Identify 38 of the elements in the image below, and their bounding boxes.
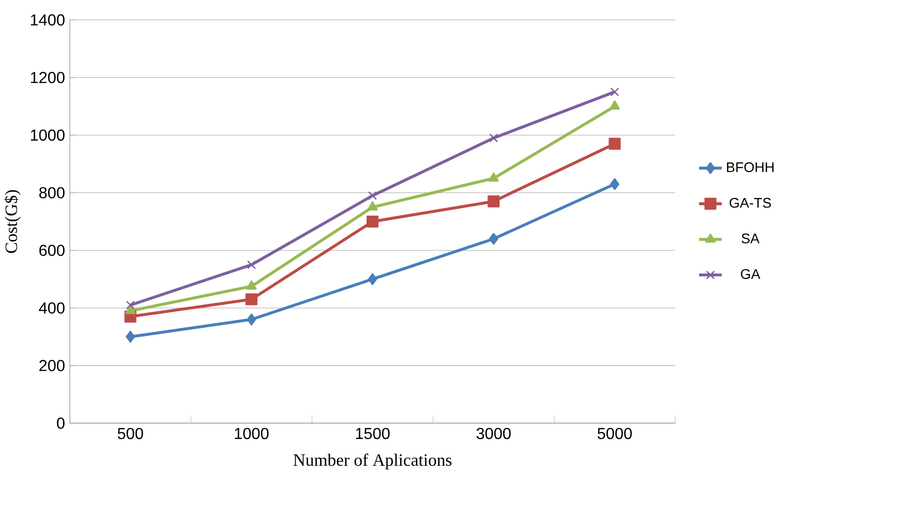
point (367, 201, 378, 211)
point (608, 138, 621, 150)
point (126, 300, 135, 310)
y-tick-label: 600 (39, 244, 65, 256)
point (126, 330, 136, 343)
y-tick-label: 0 (56, 418, 65, 429)
point (488, 232, 498, 245)
x-tick-label: 1500 (356, 428, 390, 440)
y-tick-label: 200 (39, 360, 65, 372)
point (609, 100, 620, 110)
point (489, 134, 498, 143)
x-tick-label: 5000 (598, 428, 632, 440)
y-tick-label: 800 (39, 187, 65, 198)
point (368, 273, 378, 286)
y-tick-label: 400 (38, 302, 65, 314)
point (488, 196, 500, 208)
point (488, 172, 499, 182)
legend-label: GA-TS (730, 198, 771, 208)
x-tick-label: 500 (118, 428, 144, 440)
legend-label: BFOHH (727, 162, 774, 172)
x-axis-title: Number of Aplications (293, 454, 452, 470)
legend-label: SA (742, 234, 760, 244)
point (246, 314, 256, 326)
point (610, 88, 620, 96)
y-tick-label: 1400 (30, 14, 65, 26)
x-tick-label: 1000 (234, 428, 269, 440)
point (610, 178, 620, 190)
point (246, 280, 257, 290)
y-tick-label: 1000 (30, 130, 65, 141)
y-tick-label: 1200 (30, 72, 65, 84)
point (125, 304, 136, 314)
point (366, 216, 379, 228)
y-axis-title: Cost(G$) (4, 190, 21, 254)
point (247, 260, 256, 270)
point (245, 293, 258, 306)
legend-label: GA (740, 269, 760, 280)
point (368, 191, 377, 200)
x-tick-label: 3000 (476, 428, 511, 440)
